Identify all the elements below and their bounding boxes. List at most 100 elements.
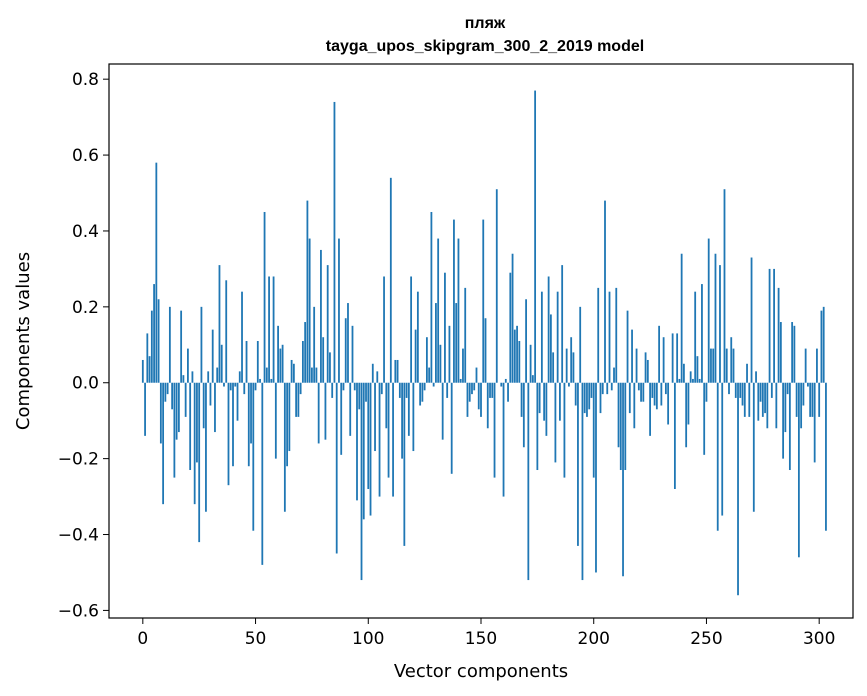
bar-140	[457, 238, 460, 383]
bar-13	[171, 382, 174, 410]
bar-233	[667, 382, 670, 425]
y-tick-label: 0.8	[72, 70, 99, 90]
bar-12	[168, 306, 171, 383]
bar-295	[807, 382, 809, 387]
bar-232	[664, 382, 667, 395]
bar-137	[450, 382, 453, 474]
bars-group	[141, 90, 830, 596]
bar-290	[795, 382, 798, 417]
bar-246	[696, 356, 699, 383]
bar-273	[757, 382, 760, 421]
bar-259	[725, 348, 728, 383]
bar-148	[475, 367, 478, 383]
bar-230	[660, 382, 663, 406]
bar-7	[157, 299, 160, 383]
bar-84	[331, 382, 334, 398]
bar-55	[265, 367, 268, 383]
bar-192	[574, 382, 577, 406]
bar-132	[439, 344, 442, 383]
y-tick-label: 0.4	[72, 222, 99, 242]
bar-284	[782, 382, 785, 459]
bar-38	[227, 382, 230, 486]
bar-197	[586, 382, 588, 417]
y-tick-label: 0.6	[72, 146, 99, 166]
bar-242	[687, 382, 690, 425]
bar-254	[714, 253, 717, 383]
bar-28	[205, 382, 207, 512]
bar-80	[322, 337, 325, 383]
bar-212	[619, 382, 622, 471]
bar-53	[261, 382, 264, 565]
bar-296	[809, 382, 812, 417]
bar-170	[525, 299, 527, 383]
bar-235	[671, 333, 674, 383]
bar-188	[565, 348, 568, 383]
bar-301	[820, 310, 823, 383]
bar-2	[146, 333, 149, 383]
bar-48	[250, 382, 252, 444]
bar-34	[218, 265, 221, 383]
x-axis-ticks: 0 50 100 150 200 250 300	[137, 618, 835, 649]
bar-225	[649, 382, 651, 436]
bar-15	[175, 382, 178, 440]
bar-0	[141, 359, 144, 383]
bar-61	[279, 348, 282, 383]
bar-183	[554, 382, 557, 463]
bar-67	[292, 363, 295, 383]
bar-209	[613, 367, 615, 383]
bar-79	[320, 249, 322, 383]
bar-108	[385, 382, 388, 429]
bar-135	[446, 382, 449, 398]
bar-293	[802, 382, 805, 406]
bar-283	[779, 322, 782, 383]
bar-157	[495, 189, 498, 383]
bar-136	[448, 325, 451, 383]
bar-57	[270, 378, 273, 383]
bar-266	[741, 382, 744, 406]
bar-109	[387, 382, 390, 478]
bar-298	[813, 382, 816, 463]
bar-249	[703, 382, 706, 455]
bar-228	[655, 382, 658, 410]
bar-302	[822, 306, 825, 383]
bar-251	[707, 238, 710, 383]
bar-186	[561, 265, 564, 383]
bar-41	[234, 382, 237, 387]
bar-269	[748, 382, 751, 417]
bar-122	[416, 291, 419, 383]
bar-268	[746, 363, 748, 383]
x-tick-label: 50	[245, 629, 267, 649]
bar-76	[313, 306, 316, 383]
bar-22	[191, 371, 194, 383]
bar-252	[710, 348, 712, 383]
bar-250	[705, 382, 708, 402]
bar-280	[773, 268, 775, 383]
bar-178	[543, 382, 546, 421]
bar-133	[441, 382, 444, 440]
x-axis-label: Vector components	[394, 661, 568, 682]
bar-30	[209, 382, 212, 406]
bar-149	[477, 382, 480, 410]
bar-46	[245, 341, 248, 383]
bar-14	[173, 382, 176, 478]
bar-198	[588, 382, 591, 410]
bar-23	[193, 382, 196, 505]
bar-9	[162, 382, 165, 505]
bar-217	[631, 329, 633, 383]
bar-54	[263, 211, 266, 383]
bar-60	[277, 325, 279, 383]
bar-262	[732, 348, 735, 383]
bar-106	[380, 382, 383, 395]
bar-253	[712, 348, 715, 383]
bar-181	[549, 314, 552, 383]
bar-126	[425, 337, 428, 383]
bar-85	[333, 101, 336, 383]
bar-277	[766, 382, 769, 429]
bar-139	[455, 303, 458, 383]
x-tick-label: 0	[137, 629, 148, 649]
bar-107	[383, 276, 385, 383]
x-tick-label: 150	[465, 629, 497, 649]
bar-47	[247, 382, 250, 467]
bar-33	[216, 367, 219, 383]
bar-213	[622, 382, 624, 577]
